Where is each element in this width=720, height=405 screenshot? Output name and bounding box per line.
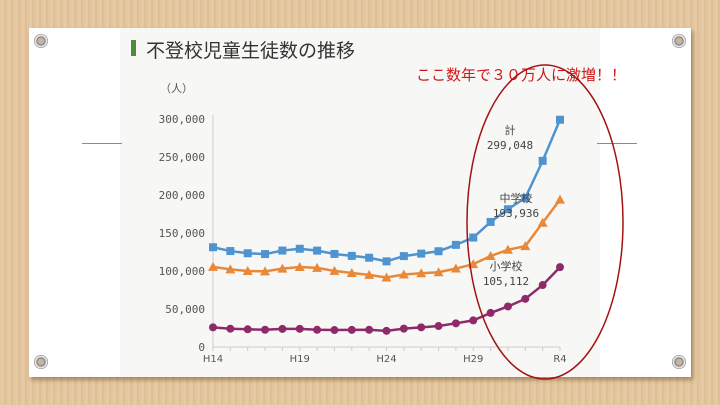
data-point [451,319,460,328]
data-point [294,261,305,271]
data-point [556,115,564,124]
data-point [503,205,512,214]
data-point [520,241,531,251]
data-point [433,267,444,277]
data-point [261,325,270,334]
data-point [330,249,339,258]
series-label-value: 105,112 [483,275,529,288]
data-point [486,308,495,317]
data-point [226,324,235,333]
data-point [399,252,408,261]
data-point [503,302,512,311]
data-point [434,322,443,331]
x-tick-label: H14 [203,354,223,365]
data-point [313,325,322,334]
pin-icon [34,355,48,369]
title-bar-accent [131,40,136,56]
annotation-text: ここ数年で３０万人に激増！！ [416,66,627,84]
data-point [295,324,304,333]
x-tick-label: H29 [463,354,483,365]
pin-icon [672,355,686,369]
data-point [417,249,426,258]
data-point [261,250,270,259]
data-point [416,268,427,278]
data-point [398,269,409,279]
series-label-value: 193,936 [493,207,539,220]
data-point [381,272,392,282]
x-tick-label: H19 [290,354,310,365]
data-point [225,264,236,274]
y-tick-label: 0 [198,341,205,354]
data-point [243,249,252,258]
data-point [313,246,322,255]
data-point [451,240,460,249]
data-point [365,325,374,334]
data-point [346,267,357,277]
y-tick-label: 150,000 [159,227,205,240]
data-point [469,316,478,325]
divider-right [597,143,637,144]
data-point [347,325,356,334]
x-tick-label: R4 [553,354,566,365]
data-point [538,281,547,290]
data-point [469,233,478,242]
data-point [312,262,323,272]
data-point [502,244,513,254]
data-point [434,247,443,256]
data-point [208,261,218,271]
data-point [330,326,339,335]
data-point [382,257,391,266]
data-point [538,156,547,165]
data-point [399,324,408,333]
chart-title: 不登校児童生徒数の推移 [146,40,356,62]
data-point [417,323,426,332]
y-tick-label: 200,000 [159,189,205,202]
data-point [209,323,217,332]
data-point [555,194,565,204]
data-point [364,269,375,279]
y-tick-label: 300,000 [159,113,205,126]
data-point [365,253,374,262]
data-point [450,263,461,273]
divider-left [82,143,122,144]
data-point [278,324,287,333]
series-label-name: 小学校 [490,259,523,273]
series-label-value: 299,048 [487,139,533,152]
data-point [260,266,271,276]
series-label-name: 計 [505,123,516,137]
highlight-ellipse [466,64,624,380]
data-point [243,325,252,334]
data-point [485,251,496,261]
data-point [486,217,495,226]
data-point [347,251,356,260]
pin-icon [34,34,48,48]
pin-icon [672,34,686,48]
data-point [226,247,235,256]
data-point [556,263,564,272]
data-point [209,243,217,252]
data-point [537,217,548,227]
y-tick-label: 100,000 [159,265,205,278]
y-tick-label: 50,000 [165,303,205,316]
data-point [521,294,530,303]
data-point [382,326,391,335]
data-point [278,246,287,255]
y-tick-label: 250,000 [159,151,205,164]
data-point [242,265,253,275]
data-point [295,244,304,253]
data-point [521,193,530,202]
y-axis-unit: （人） [160,82,193,95]
data-point [329,265,340,275]
x-tick-label: H24 [376,354,396,365]
data-point [277,263,288,273]
series-label-name: 中学校 [500,191,533,205]
